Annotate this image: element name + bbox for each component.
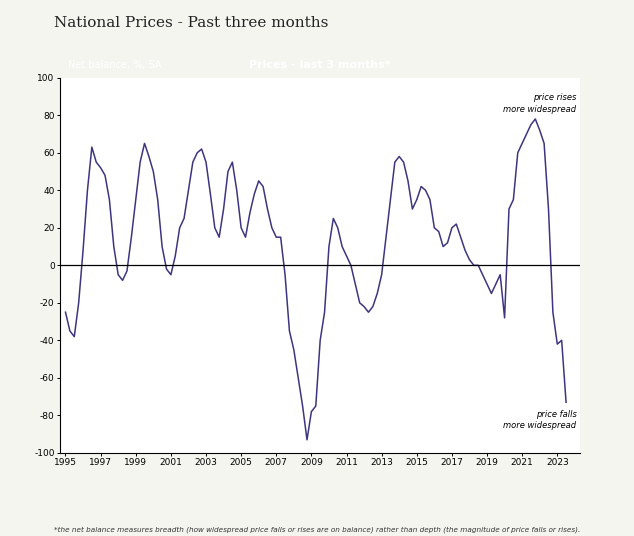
Text: price rises
more widespread: price rises more widespread: [503, 93, 576, 114]
Text: Net balance, %, SA: Net balance, %, SA: [68, 60, 162, 70]
Text: price falls
more widespread: price falls more widespread: [503, 410, 576, 430]
Text: Prices - last 3 months*: Prices - last 3 months*: [249, 60, 391, 70]
Text: *the net balance measures breadth (how widespread price falls or rises are on ba: *the net balance measures breadth (how w…: [54, 527, 580, 533]
Text: National Prices - Past three months: National Prices - Past three months: [54, 16, 328, 30]
